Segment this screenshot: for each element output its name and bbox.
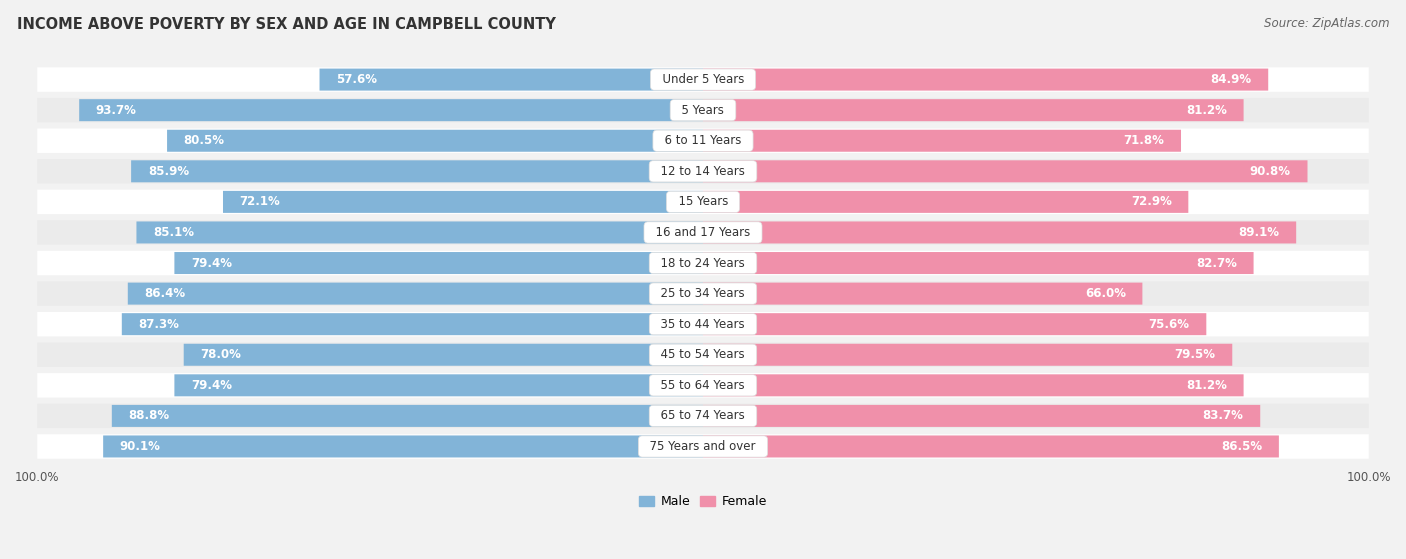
FancyBboxPatch shape xyxy=(136,221,703,244)
Text: INCOME ABOVE POVERTY BY SEX AND AGE IN CAMPBELL COUNTY: INCOME ABOVE POVERTY BY SEX AND AGE IN C… xyxy=(17,17,555,32)
Text: 55 to 64 Years: 55 to 64 Years xyxy=(654,379,752,392)
Text: 57.6%: 57.6% xyxy=(336,73,377,86)
FancyBboxPatch shape xyxy=(37,220,1369,245)
FancyBboxPatch shape xyxy=(703,313,1206,335)
Text: 90.8%: 90.8% xyxy=(1250,165,1291,178)
FancyBboxPatch shape xyxy=(167,130,703,151)
Text: 84.9%: 84.9% xyxy=(1211,73,1251,86)
Text: 82.7%: 82.7% xyxy=(1197,257,1237,269)
FancyBboxPatch shape xyxy=(79,99,703,121)
FancyBboxPatch shape xyxy=(131,160,703,182)
FancyBboxPatch shape xyxy=(703,191,1188,213)
FancyBboxPatch shape xyxy=(37,434,1369,459)
Text: 75.6%: 75.6% xyxy=(1149,318,1189,331)
Text: 83.7%: 83.7% xyxy=(1202,409,1243,423)
Text: 89.1%: 89.1% xyxy=(1239,226,1279,239)
FancyBboxPatch shape xyxy=(37,68,1369,92)
FancyBboxPatch shape xyxy=(224,191,703,213)
FancyBboxPatch shape xyxy=(37,251,1369,275)
FancyBboxPatch shape xyxy=(174,252,703,274)
FancyBboxPatch shape xyxy=(703,130,1181,151)
Text: 18 to 24 Years: 18 to 24 Years xyxy=(654,257,752,269)
Text: 80.5%: 80.5% xyxy=(184,134,225,147)
FancyBboxPatch shape xyxy=(703,283,1143,305)
FancyBboxPatch shape xyxy=(184,344,703,366)
Text: 35 to 44 Years: 35 to 44 Years xyxy=(654,318,752,331)
Text: 45 to 54 Years: 45 to 54 Years xyxy=(654,348,752,361)
FancyBboxPatch shape xyxy=(703,435,1279,457)
Text: 81.2%: 81.2% xyxy=(1187,103,1227,117)
Text: 86.4%: 86.4% xyxy=(145,287,186,300)
FancyBboxPatch shape xyxy=(103,435,703,457)
Text: 85.1%: 85.1% xyxy=(153,226,194,239)
Text: 71.8%: 71.8% xyxy=(1123,134,1164,147)
FancyBboxPatch shape xyxy=(703,344,1232,366)
FancyBboxPatch shape xyxy=(112,405,703,427)
FancyBboxPatch shape xyxy=(37,129,1369,153)
FancyBboxPatch shape xyxy=(37,343,1369,367)
FancyBboxPatch shape xyxy=(703,221,1296,244)
Text: Under 5 Years: Under 5 Years xyxy=(655,73,751,86)
Text: 66.0%: 66.0% xyxy=(1085,287,1126,300)
Text: Source: ZipAtlas.com: Source: ZipAtlas.com xyxy=(1264,17,1389,30)
FancyBboxPatch shape xyxy=(37,190,1369,214)
Text: 72.9%: 72.9% xyxy=(1130,196,1171,209)
Text: 79.4%: 79.4% xyxy=(191,257,232,269)
Text: 87.3%: 87.3% xyxy=(138,318,180,331)
Text: 25 to 34 Years: 25 to 34 Years xyxy=(654,287,752,300)
FancyBboxPatch shape xyxy=(703,252,1254,274)
Text: 78.0%: 78.0% xyxy=(201,348,242,361)
FancyBboxPatch shape xyxy=(37,159,1369,183)
Text: 75 Years and over: 75 Years and over xyxy=(643,440,763,453)
Text: 65 to 74 Years: 65 to 74 Years xyxy=(654,409,752,423)
FancyBboxPatch shape xyxy=(703,375,1243,396)
FancyBboxPatch shape xyxy=(37,312,1369,337)
Text: 79.4%: 79.4% xyxy=(191,379,232,392)
Text: 12 to 14 Years: 12 to 14 Years xyxy=(654,165,752,178)
FancyBboxPatch shape xyxy=(122,313,703,335)
Text: 16 and 17 Years: 16 and 17 Years xyxy=(648,226,758,239)
FancyBboxPatch shape xyxy=(37,281,1369,306)
FancyBboxPatch shape xyxy=(703,99,1243,121)
Text: 72.1%: 72.1% xyxy=(239,196,280,209)
Text: 6 to 11 Years: 6 to 11 Years xyxy=(657,134,749,147)
Legend: Male, Female: Male, Female xyxy=(634,490,772,513)
FancyBboxPatch shape xyxy=(37,404,1369,428)
Text: 85.9%: 85.9% xyxy=(148,165,188,178)
FancyBboxPatch shape xyxy=(703,69,1268,91)
Text: 5 Years: 5 Years xyxy=(675,103,731,117)
Text: 93.7%: 93.7% xyxy=(96,103,136,117)
Text: 81.2%: 81.2% xyxy=(1187,379,1227,392)
FancyBboxPatch shape xyxy=(128,283,703,305)
FancyBboxPatch shape xyxy=(37,98,1369,122)
Text: 88.8%: 88.8% xyxy=(128,409,170,423)
FancyBboxPatch shape xyxy=(703,405,1260,427)
Text: 15 Years: 15 Years xyxy=(671,196,735,209)
Text: 90.1%: 90.1% xyxy=(120,440,160,453)
Text: 79.5%: 79.5% xyxy=(1174,348,1216,361)
FancyBboxPatch shape xyxy=(319,69,703,91)
FancyBboxPatch shape xyxy=(174,375,703,396)
FancyBboxPatch shape xyxy=(37,373,1369,397)
FancyBboxPatch shape xyxy=(703,160,1308,182)
Text: 86.5%: 86.5% xyxy=(1220,440,1263,453)
